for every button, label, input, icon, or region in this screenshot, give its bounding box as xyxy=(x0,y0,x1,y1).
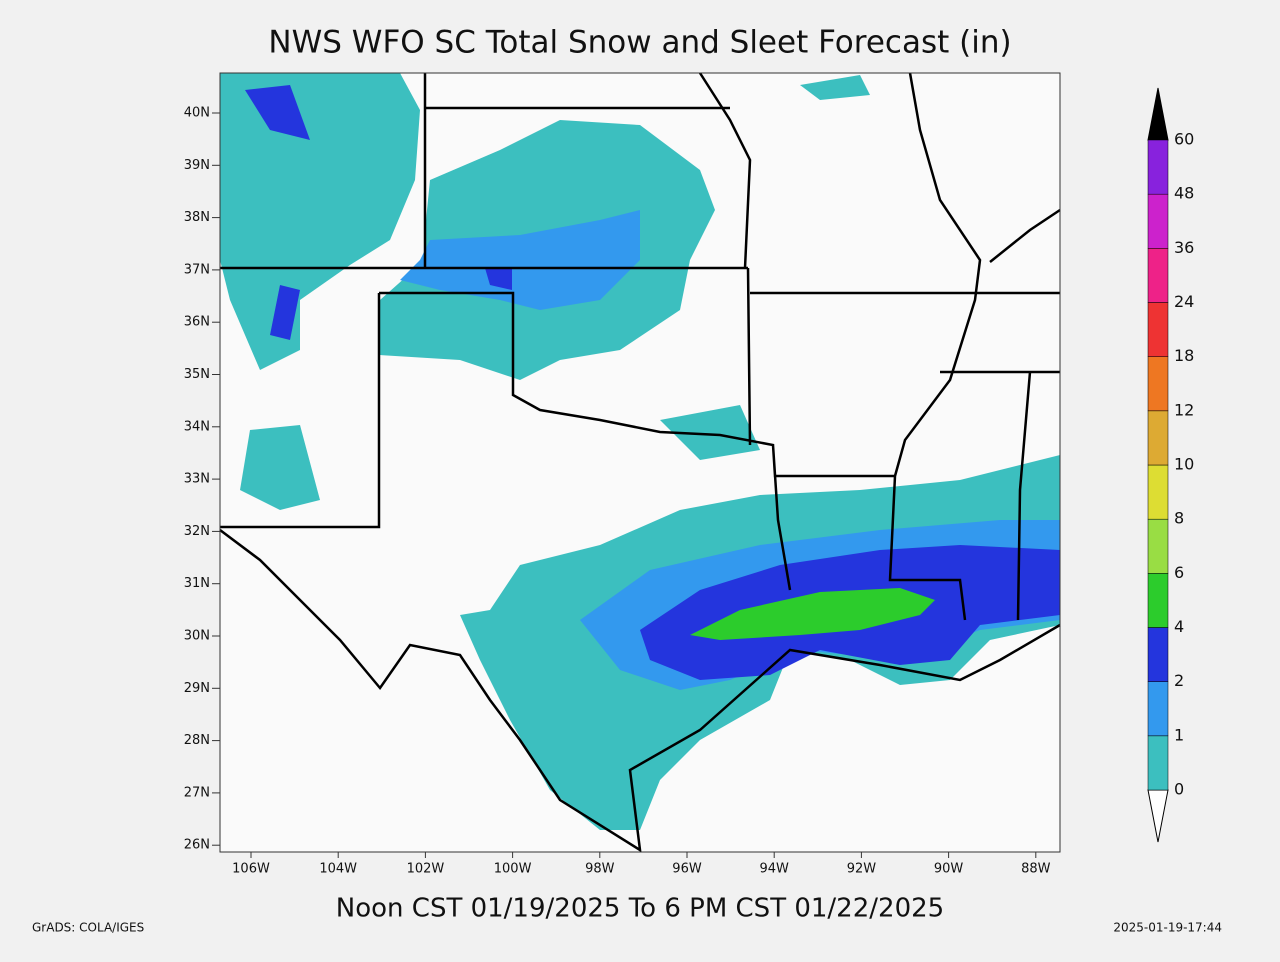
lat-label: 39N xyxy=(184,158,210,173)
lon-label: 100W xyxy=(494,862,532,877)
timestamp: 2025-01-19-17:44 xyxy=(1113,921,1222,935)
snow-0-1 xyxy=(800,75,870,100)
lat-label: 35N xyxy=(184,367,210,382)
colorbar-label: 18 xyxy=(1174,346,1194,365)
credit: GrADS: COLA/IGES xyxy=(32,921,144,935)
lon-label: 102W xyxy=(407,862,445,877)
lat-label: 38N xyxy=(184,210,210,225)
lon-label: 92W xyxy=(847,862,877,877)
lat-label: 26N xyxy=(184,838,210,853)
colorbar-label: 2 xyxy=(1174,671,1184,690)
lat-axis: 40N 39N 38N 37N 36N 35N 34N 33N 32N 31N 30N 29N 28N 2… xyxy=(184,106,220,853)
colorbar-swatch xyxy=(1147,356,1169,412)
lon-axis: 106W 104W 102W 100W 98W 96W 94W 92W 90W 88W xyxy=(232,852,1051,877)
snow-0-1 xyxy=(660,405,760,460)
colorbar-label: 1 xyxy=(1174,725,1184,744)
lon-label: 96W xyxy=(672,862,702,877)
snow-4-6 xyxy=(690,588,935,640)
lat-label: 36N xyxy=(184,315,210,330)
map-frame xyxy=(219,72,1061,853)
lat-label: 37N xyxy=(184,262,210,277)
colorbar-label: 24 xyxy=(1174,292,1194,311)
colorbar-swatch xyxy=(1147,410,1169,466)
colorbar-swatch xyxy=(1147,193,1169,249)
colorbar-swatch xyxy=(1147,735,1169,791)
snow-2-4 xyxy=(270,285,300,340)
state-borders xyxy=(219,72,1061,853)
map xyxy=(219,72,1061,853)
colorbar-label: 12 xyxy=(1174,400,1194,419)
lat-label: 32N xyxy=(184,524,210,539)
lat-label: 34N xyxy=(184,419,210,434)
colorbar-swatch xyxy=(1147,573,1169,628)
lon-label: 106W xyxy=(232,862,270,877)
lon-label: 104W xyxy=(319,862,357,877)
lat-label: 40N xyxy=(184,106,210,121)
snow-2-4 xyxy=(485,268,512,290)
lon-label: 98W xyxy=(585,862,615,877)
colorbar-label: 6 xyxy=(1174,563,1184,582)
lat-label: 29N xyxy=(184,681,210,696)
colorbar-label: 4 xyxy=(1174,617,1184,636)
snow-0-1 xyxy=(240,425,320,510)
colorbar-swatch xyxy=(1147,248,1169,303)
colorbar-label: 0 xyxy=(1174,780,1184,799)
lon-label: 88W xyxy=(1021,862,1051,877)
colorbar-swatch xyxy=(1147,681,1169,737)
lat-label: 30N xyxy=(184,629,210,644)
lat-label: 31N xyxy=(184,576,210,591)
subtitle: Noon CST 01/19/2025 To 6 PM CST 01/22/20… xyxy=(336,894,944,924)
snow-2-4 xyxy=(245,85,310,140)
colorbar-label: 60 xyxy=(1174,130,1194,149)
colorbar-swatch xyxy=(1147,518,1169,574)
snow-1-2 xyxy=(400,210,640,310)
colorbar-swatch xyxy=(1147,464,1169,520)
colorbar-swatch xyxy=(1147,302,1169,357)
colorbar-label: 8 xyxy=(1174,509,1184,528)
lon-label: 94W xyxy=(759,862,789,877)
colorbar-swatch xyxy=(1147,139,1169,195)
lon-label: 90W xyxy=(934,862,964,877)
title: NWS WFO SC Total Snow and Sleet Forecast… xyxy=(268,25,1011,61)
colorbar-swatch xyxy=(1147,627,1169,682)
lat-label: 33N xyxy=(184,472,210,487)
colorbar-label: 36 xyxy=(1174,238,1194,257)
snow-0-1 xyxy=(220,73,420,370)
lat-label: 27N xyxy=(184,785,210,800)
colorbar-label: 48 xyxy=(1174,184,1194,203)
lat-label: 28N xyxy=(184,733,210,748)
colorbar-label: 10 xyxy=(1174,455,1194,474)
